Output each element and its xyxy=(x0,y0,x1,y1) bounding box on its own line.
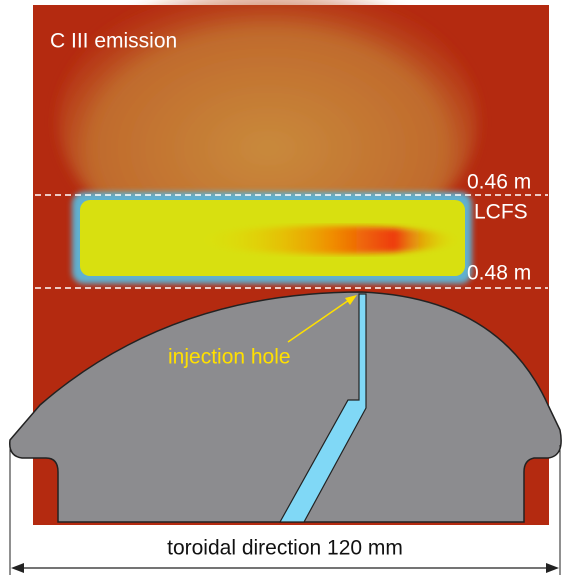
surface-label: 0.46 m xyxy=(467,171,531,194)
surface-label: 0.48 m xyxy=(467,262,531,285)
lcfs-label: LCFS xyxy=(474,201,528,224)
title: C III emission xyxy=(50,30,177,53)
arrow-head xyxy=(11,563,24,573)
emission-core xyxy=(200,226,460,254)
hole-label: injection hole xyxy=(168,346,291,369)
figure: C III emission 0.46 m LCFS 0.48 m inject… xyxy=(0,0,571,577)
scale-label: toroidal direction 120 mm xyxy=(167,537,403,560)
arrow-head xyxy=(546,563,559,573)
